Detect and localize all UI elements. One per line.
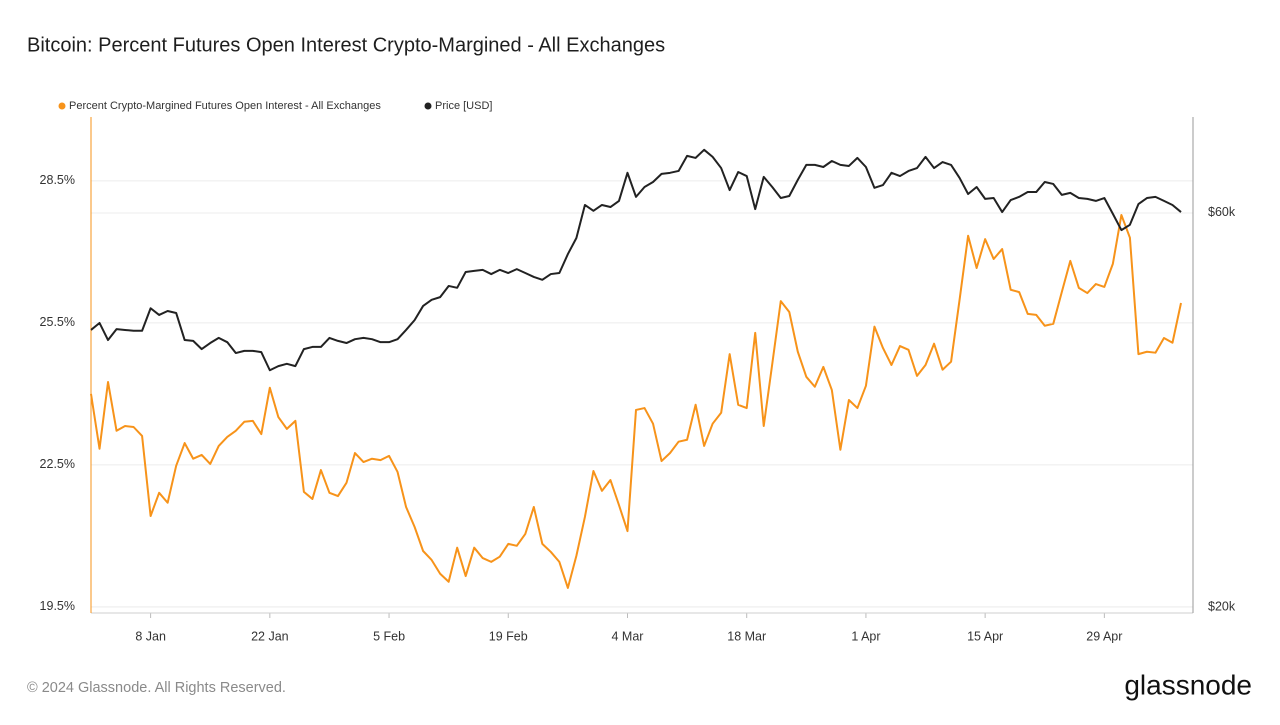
legend-label: Price [USD] bbox=[435, 100, 492, 112]
x-tick-label: 19 Feb bbox=[489, 629, 528, 643]
x-tick-label: 8 Jan bbox=[135, 629, 166, 643]
y-tick-label: 28.5% bbox=[40, 173, 75, 187]
legend-marker bbox=[58, 102, 66, 110]
y-tick-label: 22.5% bbox=[40, 457, 75, 471]
copyright: © 2024 Glassnode. All Rights Reserved. bbox=[27, 680, 286, 696]
chart-title: Bitcoin: Percent Futures Open Interest C… bbox=[27, 34, 665, 56]
legend-marker bbox=[424, 102, 432, 110]
legend-label: Percent Crypto-Margined Futures Open Int… bbox=[69, 100, 381, 112]
y2-tick-label: $60k bbox=[1208, 205, 1236, 219]
x-tick-label: 29 Apr bbox=[1086, 629, 1122, 643]
x-tick-label: 18 Mar bbox=[727, 629, 766, 643]
x-tick-label: 1 Apr bbox=[851, 629, 880, 643]
series-line bbox=[90, 213, 1182, 589]
x-tick-label: 4 Mar bbox=[612, 629, 644, 643]
y2-tick-label: $20k bbox=[1208, 599, 1236, 613]
x-tick-label: 5 Feb bbox=[373, 629, 405, 643]
x-tick-label: 22 Jan bbox=[251, 629, 289, 643]
y-tick-label: 19.5% bbox=[40, 599, 75, 613]
y-tick-label: 25.5% bbox=[40, 315, 75, 329]
x-tick-label: 15 Apr bbox=[967, 629, 1003, 643]
series-line bbox=[90, 148, 1182, 372]
brand-logo: glassnode bbox=[1124, 669, 1252, 700]
